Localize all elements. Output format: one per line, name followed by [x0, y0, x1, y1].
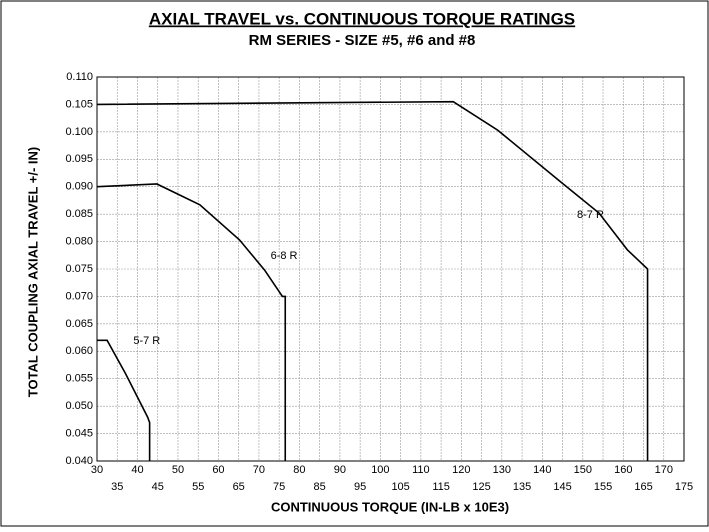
- x-tick-label: 135: [513, 481, 531, 493]
- x-tick-label: 175: [675, 481, 693, 493]
- y-tick-label: 0.040: [65, 455, 93, 467]
- x-tick-label: 50: [172, 464, 184, 476]
- x-tick-label: 130: [493, 464, 511, 476]
- series-line: [96, 100, 649, 461]
- x-tick-label: 145: [553, 481, 571, 493]
- x-tick-label: 80: [293, 464, 305, 476]
- series-label: 8-7 R: [577, 209, 604, 221]
- chart-title: AXIAL TRAVEL vs. CONTINUOUS TORQUE RATIN…: [149, 9, 575, 28]
- x-axis-label: CONTINUOUS TORQUE (IN-LB x 10E3): [271, 499, 509, 514]
- chart-subtitle: RM SERIES - SIZE #5, #6 and #8: [249, 32, 476, 49]
- x-tick-label: 160: [614, 464, 632, 476]
- series-label: 6-8 R: [271, 250, 298, 262]
- x-tick-label: 65: [233, 481, 245, 493]
- x-tick-label: 100: [371, 464, 389, 476]
- x-tick-label: 115: [432, 481, 450, 493]
- y-tick-label: 0.065: [65, 318, 93, 330]
- y-tick-label: 0.080: [65, 235, 93, 247]
- x-tick-label: 165: [634, 481, 652, 493]
- x-tick-label: 95: [354, 481, 366, 493]
- y-tick-label: 0.050: [65, 400, 93, 412]
- x-tick-label: 105: [391, 481, 409, 493]
- y-tick-label: 0.070: [65, 290, 93, 302]
- x-tick-label: 70: [253, 464, 265, 476]
- y-tick-label: 0.085: [65, 208, 93, 220]
- x-tick-label: 150: [574, 464, 592, 476]
- y-axis-label: TOTAL COUPLING AXIAL TRAVEL +/- IN): [25, 147, 40, 398]
- y-tick-label: 0.105: [65, 98, 93, 110]
- x-tick-label: 125: [472, 481, 490, 493]
- y-tick-label: 0.090: [65, 181, 93, 193]
- x-tick-label: 35: [111, 481, 123, 493]
- y-tick-label: 0.075: [65, 263, 93, 275]
- x-tick-label: 45: [152, 481, 164, 493]
- x-tick-label: 40: [131, 464, 143, 476]
- series-line: [96, 183, 287, 461]
- y-tick-label: 0.060: [65, 345, 93, 357]
- y-tick-label: 0.100: [65, 126, 93, 138]
- series-label: 5-7 R: [133, 335, 160, 347]
- y-tick-label: 0.110: [66, 71, 93, 83]
- x-tick-label: 110: [412, 464, 430, 476]
- x-tick-label: 155: [594, 481, 612, 493]
- x-tick-label: 120: [452, 464, 470, 476]
- x-tick-label: 55: [192, 481, 204, 493]
- y-tick-label: 0.055: [65, 373, 93, 385]
- x-tick-label: 170: [655, 464, 673, 476]
- y-tick-label: 0.095: [65, 153, 93, 165]
- y-tick-label: 0.045: [65, 427, 93, 439]
- plot-area: [96, 76, 685, 462]
- x-tick-label: 75: [273, 481, 285, 493]
- x-tick-label: 140: [533, 464, 551, 476]
- x-tick-label: 90: [334, 464, 346, 476]
- series-line: [97, 339, 151, 461]
- x-tick-label: 85: [314, 481, 326, 493]
- x-tick-label: 60: [212, 464, 224, 476]
- x-tick-label: 30: [91, 464, 103, 476]
